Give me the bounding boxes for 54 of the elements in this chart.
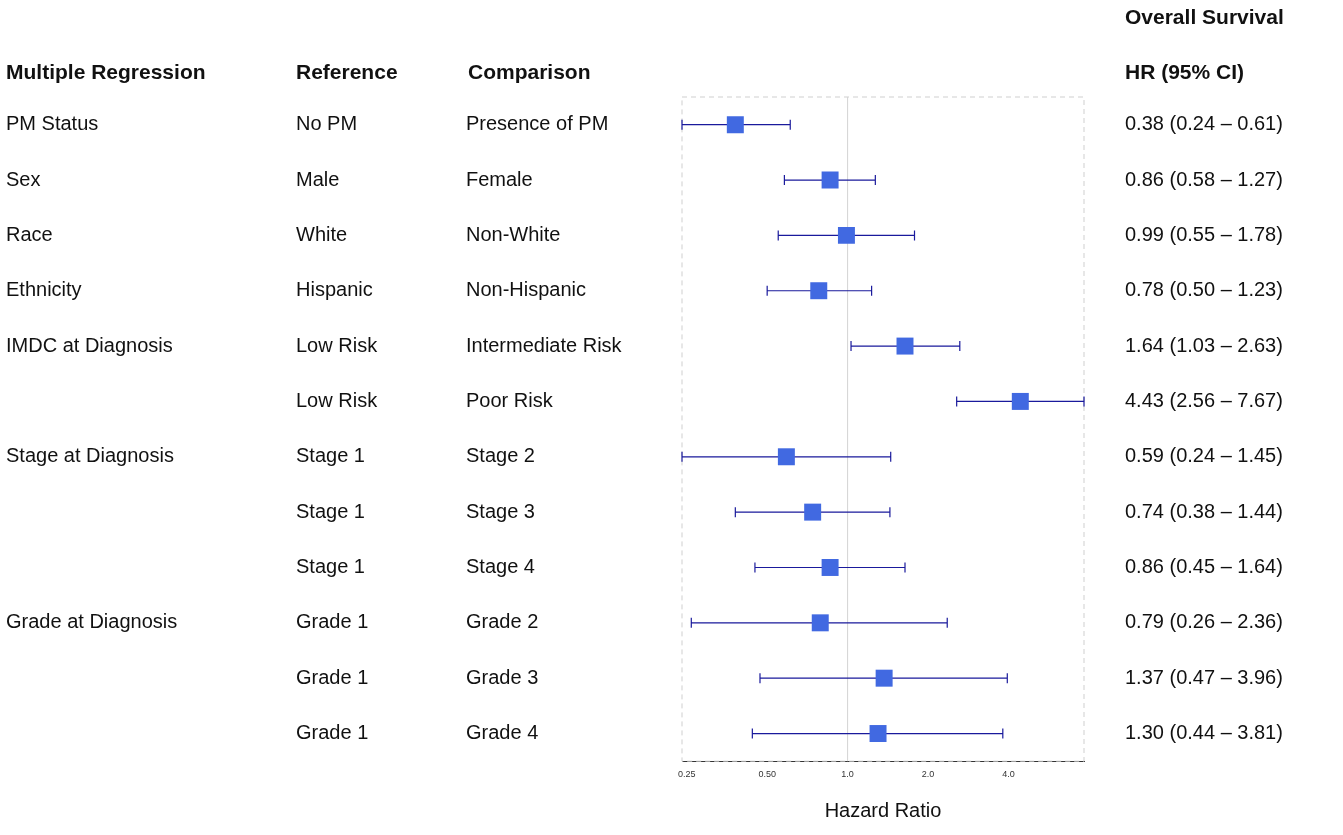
text: Overall Survival bbox=[1125, 4, 1284, 28]
text: Hispanic bbox=[296, 278, 373, 301]
data-label: 0.38 (0.24 – 0.61) bbox=[1125, 112, 1283, 135]
y-tick-label: Grade 4 bbox=[466, 721, 539, 744]
x-tick-label: 2.0 bbox=[921, 769, 935, 780]
y-tick-label: Stage 4 bbox=[466, 554, 535, 577]
data-label: 0.86 (0.58 – 1.27) bbox=[1125, 167, 1283, 190]
text: PM Status bbox=[6, 112, 99, 135]
text: Stage 1 bbox=[296, 554, 365, 577]
text: Multiple Regression bbox=[6, 59, 206, 83]
data-label: 0.99 (0.55 – 1.78) bbox=[1125, 222, 1283, 245]
y-tick-label: Non-Hispanic bbox=[466, 278, 587, 301]
x-tick-label: 1.0 bbox=[841, 769, 854, 780]
text: No PM bbox=[296, 112, 358, 135]
data-label: 0.86 (0.45 – 1.64) bbox=[1125, 554, 1283, 577]
text: Race bbox=[6, 222, 53, 245]
text: HR (95% CI) bbox=[1125, 59, 1245, 83]
x-tick-label: 4.0 bbox=[1002, 769, 1015, 780]
text: Male bbox=[296, 167, 340, 190]
data-label: 1.30 (0.44 – 3.81) bbox=[1125, 721, 1283, 744]
data-label: 4.43 (2.56 – 7.67) bbox=[1125, 388, 1283, 411]
text: Sex bbox=[6, 167, 41, 190]
y-tick-label: Intermediate Risk bbox=[466, 333, 623, 356]
text: Ethnicity bbox=[6, 278, 82, 301]
text: Stage 1 bbox=[296, 444, 365, 467]
text: Reference bbox=[296, 59, 398, 83]
y-tick-label: Non-White bbox=[466, 222, 561, 245]
text: White bbox=[296, 222, 348, 245]
text: Stage 1 bbox=[296, 499, 365, 522]
data-label: 0.79 (0.26 – 2.36) bbox=[1125, 610, 1283, 633]
text: Comparison bbox=[468, 59, 591, 83]
data-label: 1.64 (1.03 – 2.63) bbox=[1125, 333, 1283, 356]
data-label: 1.37 (0.47 – 3.96) bbox=[1125, 665, 1283, 688]
y-tick-label: Stage 3 bbox=[466, 499, 535, 522]
text: Grade 1 bbox=[296, 721, 369, 744]
y-tick-label: Female bbox=[466, 167, 533, 190]
text: Grade at Diagnosis bbox=[6, 610, 178, 633]
y-tick-label: Grade 3 bbox=[466, 665, 539, 688]
data-label: 0.74 (0.38 – 1.44) bbox=[1125, 499, 1283, 522]
y-tick-label: Poor Risk bbox=[466, 388, 554, 411]
text: Low Risk bbox=[296, 333, 379, 356]
data-label: 0.78 (0.50 – 1.23) bbox=[1125, 278, 1283, 301]
y-tick-label: Grade 2 bbox=[466, 610, 539, 633]
text: Grade 1 bbox=[296, 610, 369, 633]
text: IMDC at Diagnosis bbox=[6, 333, 173, 356]
text: Grade 1 bbox=[296, 665, 369, 688]
x-tick-label: 0.50 bbox=[758, 769, 776, 780]
text: Stage at Diagnosis bbox=[6, 444, 174, 467]
x-tick-label: 0.25 bbox=[677, 769, 696, 780]
data-label: 0.59 (0.24 – 1.45) bbox=[1125, 444, 1283, 467]
text: Low Risk bbox=[296, 388, 379, 411]
y-tick-label: Stage 2 bbox=[466, 444, 535, 467]
x-axis-title: Hazard Ratio bbox=[824, 798, 942, 821]
y-tick-label: Presence of PM bbox=[466, 112, 609, 135]
